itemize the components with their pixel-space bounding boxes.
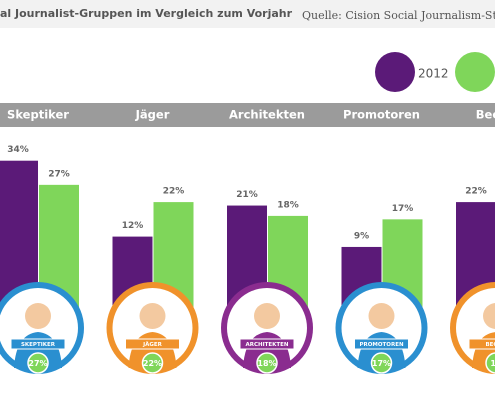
percent-label: 17	[490, 359, 495, 368]
value-label: 34%	[7, 145, 29, 155]
percent-label: 22%	[143, 359, 162, 368]
percent-bubble	[256, 352, 278, 374]
percent-bubble	[370, 352, 393, 374]
value-label: 21%	[236, 190, 258, 200]
badge-label: BEOBA	[485, 342, 495, 348]
badge-label: ARCHITEKTEN	[245, 342, 288, 348]
legend-swatch	[375, 52, 415, 92]
percent-label: 27%	[28, 359, 47, 368]
badge-bg	[354, 338, 409, 350]
legend-label: 2012	[418, 67, 449, 81]
avatar-head	[254, 303, 280, 329]
category-label: Beoba	[476, 108, 495, 122]
avatar-head	[25, 303, 51, 329]
badge-bg	[10, 338, 66, 350]
category-label: Architekten	[229, 108, 305, 122]
avatar-head	[139, 303, 166, 329]
value-label: 17%	[392, 204, 414, 214]
badge-label: JÄGER	[142, 341, 163, 348]
percent-label: 17%	[372, 359, 391, 368]
value-label: 22%	[465, 187, 487, 197]
chart-title: al Journalist-Gruppen im Vergleich zum V…	[0, 7, 293, 20]
percent-bubble	[485, 352, 495, 374]
percent-bubble	[141, 352, 164, 374]
legend-swatch	[455, 52, 495, 92]
badge-bg	[125, 338, 180, 350]
badge-bg	[239, 338, 295, 350]
category-label: Jäger	[135, 108, 170, 122]
source: Quelle: Cision Social Journalism-Stud	[302, 9, 495, 22]
avatar-head	[368, 303, 395, 329]
percent-bubble	[27, 352, 49, 374]
value-label: 9%	[354, 231, 369, 241]
value-label: 18%	[277, 200, 299, 210]
value-label: 12%	[122, 221, 144, 231]
badge-bg	[468, 338, 495, 350]
badge-label: SKEPTIKER	[21, 342, 56, 348]
avatar-head	[483, 303, 495, 329]
header-bar	[0, 0, 495, 28]
badge-label: PROMOTOREN	[359, 342, 404, 348]
category-label: Skeptiker	[7, 108, 69, 122]
category-band	[0, 103, 495, 127]
value-label: 27%	[48, 169, 70, 179]
category-label: Promotoren	[343, 108, 420, 122]
value-label: 22%	[163, 187, 185, 197]
percent-label: 18%	[257, 359, 276, 368]
